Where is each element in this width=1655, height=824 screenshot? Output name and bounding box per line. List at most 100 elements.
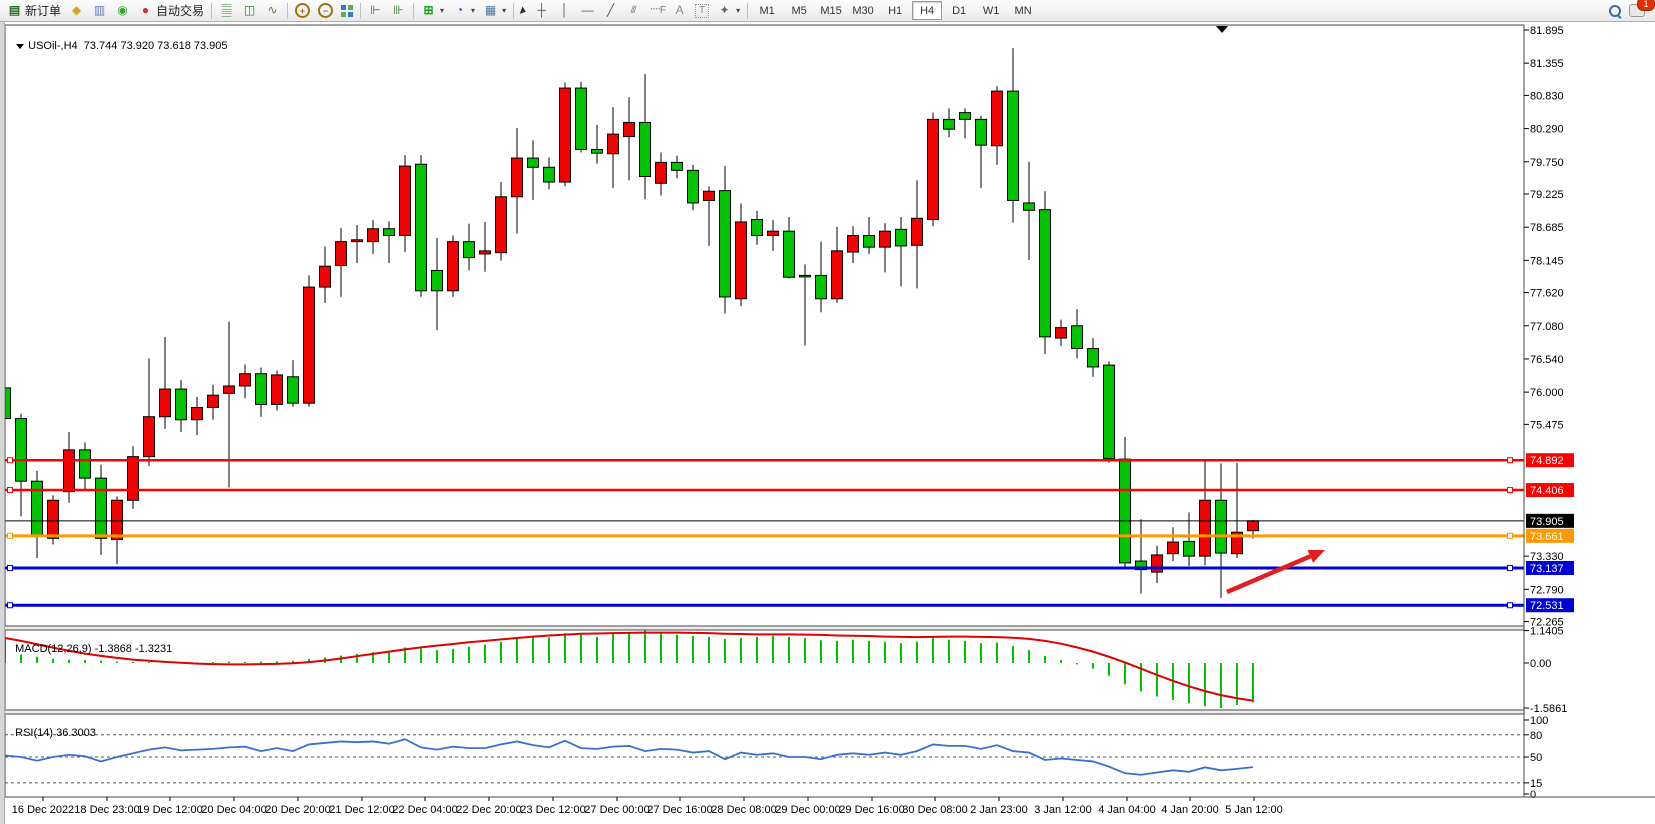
svg-text:15: 15 bbox=[1530, 778, 1542, 790]
separator bbox=[287, 2, 289, 19]
macd-panel bbox=[4, 630, 1254, 709]
timeframe-m5-button[interactable]: M5 bbox=[791, 4, 807, 17]
horizontal-line-tool-button[interactable]: — bbox=[576, 2, 599, 20]
zoom-in-button[interactable]: + bbox=[291, 2, 314, 20]
svg-text:81.355: 81.355 bbox=[1530, 58, 1564, 70]
notifications-button[interactable]: 1 bbox=[1625, 0, 1655, 20]
svg-text:29 Dec 00:00: 29 Dec 00:00 bbox=[775, 804, 840, 816]
auto-scroll-button[interactable]: ⊩ bbox=[364, 2, 387, 20]
fibonacci-icon: ᠁F bbox=[648, 5, 666, 16]
svg-text:23 Dec 12:00: 23 Dec 12:00 bbox=[520, 804, 585, 816]
auto-trading-label: 自动交易 bbox=[156, 4, 205, 18]
candles-layer[interactable] bbox=[0, 48, 1259, 598]
timeframe-w1-button[interactable]: W1 bbox=[982, 4, 1000, 17]
price-axis[interactable]: 81.895 81.355 80.830 80.290 79.750 79.225 78.6… bbox=[1523, 22, 1655, 801]
auto-trading-icon: ● bbox=[141, 3, 150, 17]
vertical-line-tool-button[interactable]: │ bbox=[553, 2, 576, 20]
chart-shift-button[interactable]: ⊪ bbox=[387, 2, 410, 20]
svg-text:77.620: 77.620 bbox=[1530, 288, 1564, 300]
price-tag bbox=[1526, 561, 1574, 576]
svg-text:22 Dec 04:00: 22 Dec 04:00 bbox=[392, 804, 457, 816]
svg-text:77.080: 77.080 bbox=[1530, 321, 1564, 333]
trendline-icon: ╱ bbox=[606, 3, 615, 17]
timeframe-d1-button[interactable]: D1 bbox=[952, 4, 967, 17]
svg-text:-1.5861: -1.5861 bbox=[1530, 703, 1567, 715]
chevron-down-icon: ▾ bbox=[502, 6, 507, 15]
timeframe-m1-button[interactable]: M1 bbox=[759, 4, 775, 17]
svg-text:80.830: 80.830 bbox=[1530, 90, 1564, 102]
new-order-button[interactable]: ▤ 新订单 bbox=[3, 2, 65, 20]
zoom-out-icon: − bbox=[318, 3, 334, 18]
svg-text:78.145: 78.145 bbox=[1530, 255, 1564, 267]
svg-text:100: 100 bbox=[1530, 715, 1548, 727]
label-tool-button[interactable]: T bbox=[691, 2, 713, 20]
svg-text:80.290: 80.290 bbox=[1530, 124, 1564, 136]
svg-text:27 Dec 00:00: 27 Dec 00:00 bbox=[584, 804, 649, 816]
candle-chart-mode-button[interactable]: ◫ bbox=[238, 2, 261, 20]
symbol-dropdown-icon[interactable] bbox=[16, 44, 25, 49]
svg-text:79.225: 79.225 bbox=[1530, 189, 1564, 201]
svg-text:2 Jan 23:00: 2 Jan 23:00 bbox=[970, 804, 1028, 816]
window-left-edge bbox=[0, 22, 5, 824]
templates-button[interactable]: ▦ ▾ bbox=[479, 2, 510, 20]
macd-signal-line bbox=[4, 631, 1254, 702]
timeframe-mn-button[interactable]: MN bbox=[1014, 4, 1032, 17]
rsi-panel-title: RSI(14) 36.3003 bbox=[9, 715, 96, 739]
crosshair-tool-button[interactable]: ┼ bbox=[530, 2, 553, 20]
level-handle bbox=[7, 457, 13, 464]
arrows-tool-button[interactable]: ✦ ▾ bbox=[713, 2, 744, 20]
search-button[interactable] bbox=[1605, 2, 1625, 20]
level-handle bbox=[1507, 602, 1513, 609]
channel-tool-button[interactable]: ⫻ bbox=[622, 2, 645, 20]
line-chart-mode-button[interactable]: ∿ bbox=[261, 2, 284, 20]
svg-text:80: 80 bbox=[1530, 730, 1542, 742]
timeframe-m15-button[interactable]: M15 bbox=[820, 4, 842, 17]
level-handle bbox=[1507, 532, 1513, 539]
separator bbox=[513, 2, 515, 19]
svg-text:0.00: 0.00 bbox=[1530, 658, 1551, 670]
fibonacci-tool-button[interactable]: ᠁F bbox=[645, 2, 668, 20]
svg-text:29 Dec 16:00: 29 Dec 16:00 bbox=[839, 804, 904, 816]
chart-shift-marker[interactable] bbox=[1216, 26, 1228, 33]
timeframe-h1-button[interactable]: H1 bbox=[888, 4, 903, 17]
timeframe-h4-button[interactable]: H4 bbox=[912, 1, 943, 20]
svg-text:20 Dec 20:00: 20 Dec 20:00 bbox=[265, 804, 330, 816]
text-icon: A bbox=[675, 3, 684, 17]
timeframe-m30-button[interactable]: M30 bbox=[852, 4, 874, 17]
svg-text:76.540: 76.540 bbox=[1530, 354, 1564, 366]
template-icon: ▦ bbox=[484, 3, 497, 17]
arrow-annotation[interactable] bbox=[1226, 549, 1325, 595]
horizontal-line-icon: — bbox=[581, 3, 594, 17]
ohlc-values: 73.744 73.920 73.618 73.905 bbox=[83, 40, 228, 52]
separator bbox=[747, 2, 749, 19]
cursor-tool-button[interactable] bbox=[517, 2, 530, 20]
level-handle bbox=[7, 602, 13, 609]
navigator-button[interactable]: ◉ bbox=[111, 2, 134, 20]
data-window-button[interactable]: ▥ bbox=[88, 2, 111, 20]
svg-text:28 Dec 08:00: 28 Dec 08:00 bbox=[711, 804, 776, 816]
chevron-down-icon: ▾ bbox=[440, 6, 445, 15]
indicators-button[interactable]: ⊞ ▾ bbox=[417, 2, 448, 20]
auto-trading-button[interactable]: ● 自动交易 bbox=[134, 2, 208, 20]
main-toolbar: ▤ 新订单 ◆ ▥ ◉ ● 自动交易 𝄛 ◫ ∿ + − ⊩ ⊪ ⊞ ▾ ◔ ▾… bbox=[0, 0, 1655, 22]
level-handle bbox=[7, 487, 13, 494]
price-levels-layer[interactable] bbox=[5, 457, 1524, 609]
svg-text:1.1405: 1.1405 bbox=[1530, 626, 1564, 638]
price-tag bbox=[1526, 483, 1574, 498]
svg-text:0: 0 bbox=[1530, 789, 1536, 801]
periods-button[interactable]: ◔ ▾ bbox=[448, 2, 479, 20]
timeframe-group: M1 M5 M15 M30 H1 H4 D1 W1 MN bbox=[751, 1, 1039, 20]
macd-panel-title: MACD(12,26,9) -1.3868 -1.3231 bbox=[9, 631, 172, 655]
tile-windows-button[interactable] bbox=[337, 2, 357, 20]
zoom-out-button[interactable]: − bbox=[314, 2, 337, 20]
symbol-title: USOil-,H4 73.744 73.920 73.618 73.905 bbox=[10, 28, 228, 52]
market-watch-button[interactable]: ◆ bbox=[65, 2, 88, 20]
macd-label: MACD(12,26,9) bbox=[15, 643, 92, 655]
vertical-line-icon: │ bbox=[560, 3, 569, 17]
text-tool-button[interactable]: A bbox=[668, 2, 691, 20]
trendline-tool-button[interactable]: ╱ bbox=[599, 2, 622, 20]
level-handle bbox=[1507, 565, 1513, 572]
bar-chart-mode-button[interactable]: 𝄛 bbox=[215, 2, 238, 20]
